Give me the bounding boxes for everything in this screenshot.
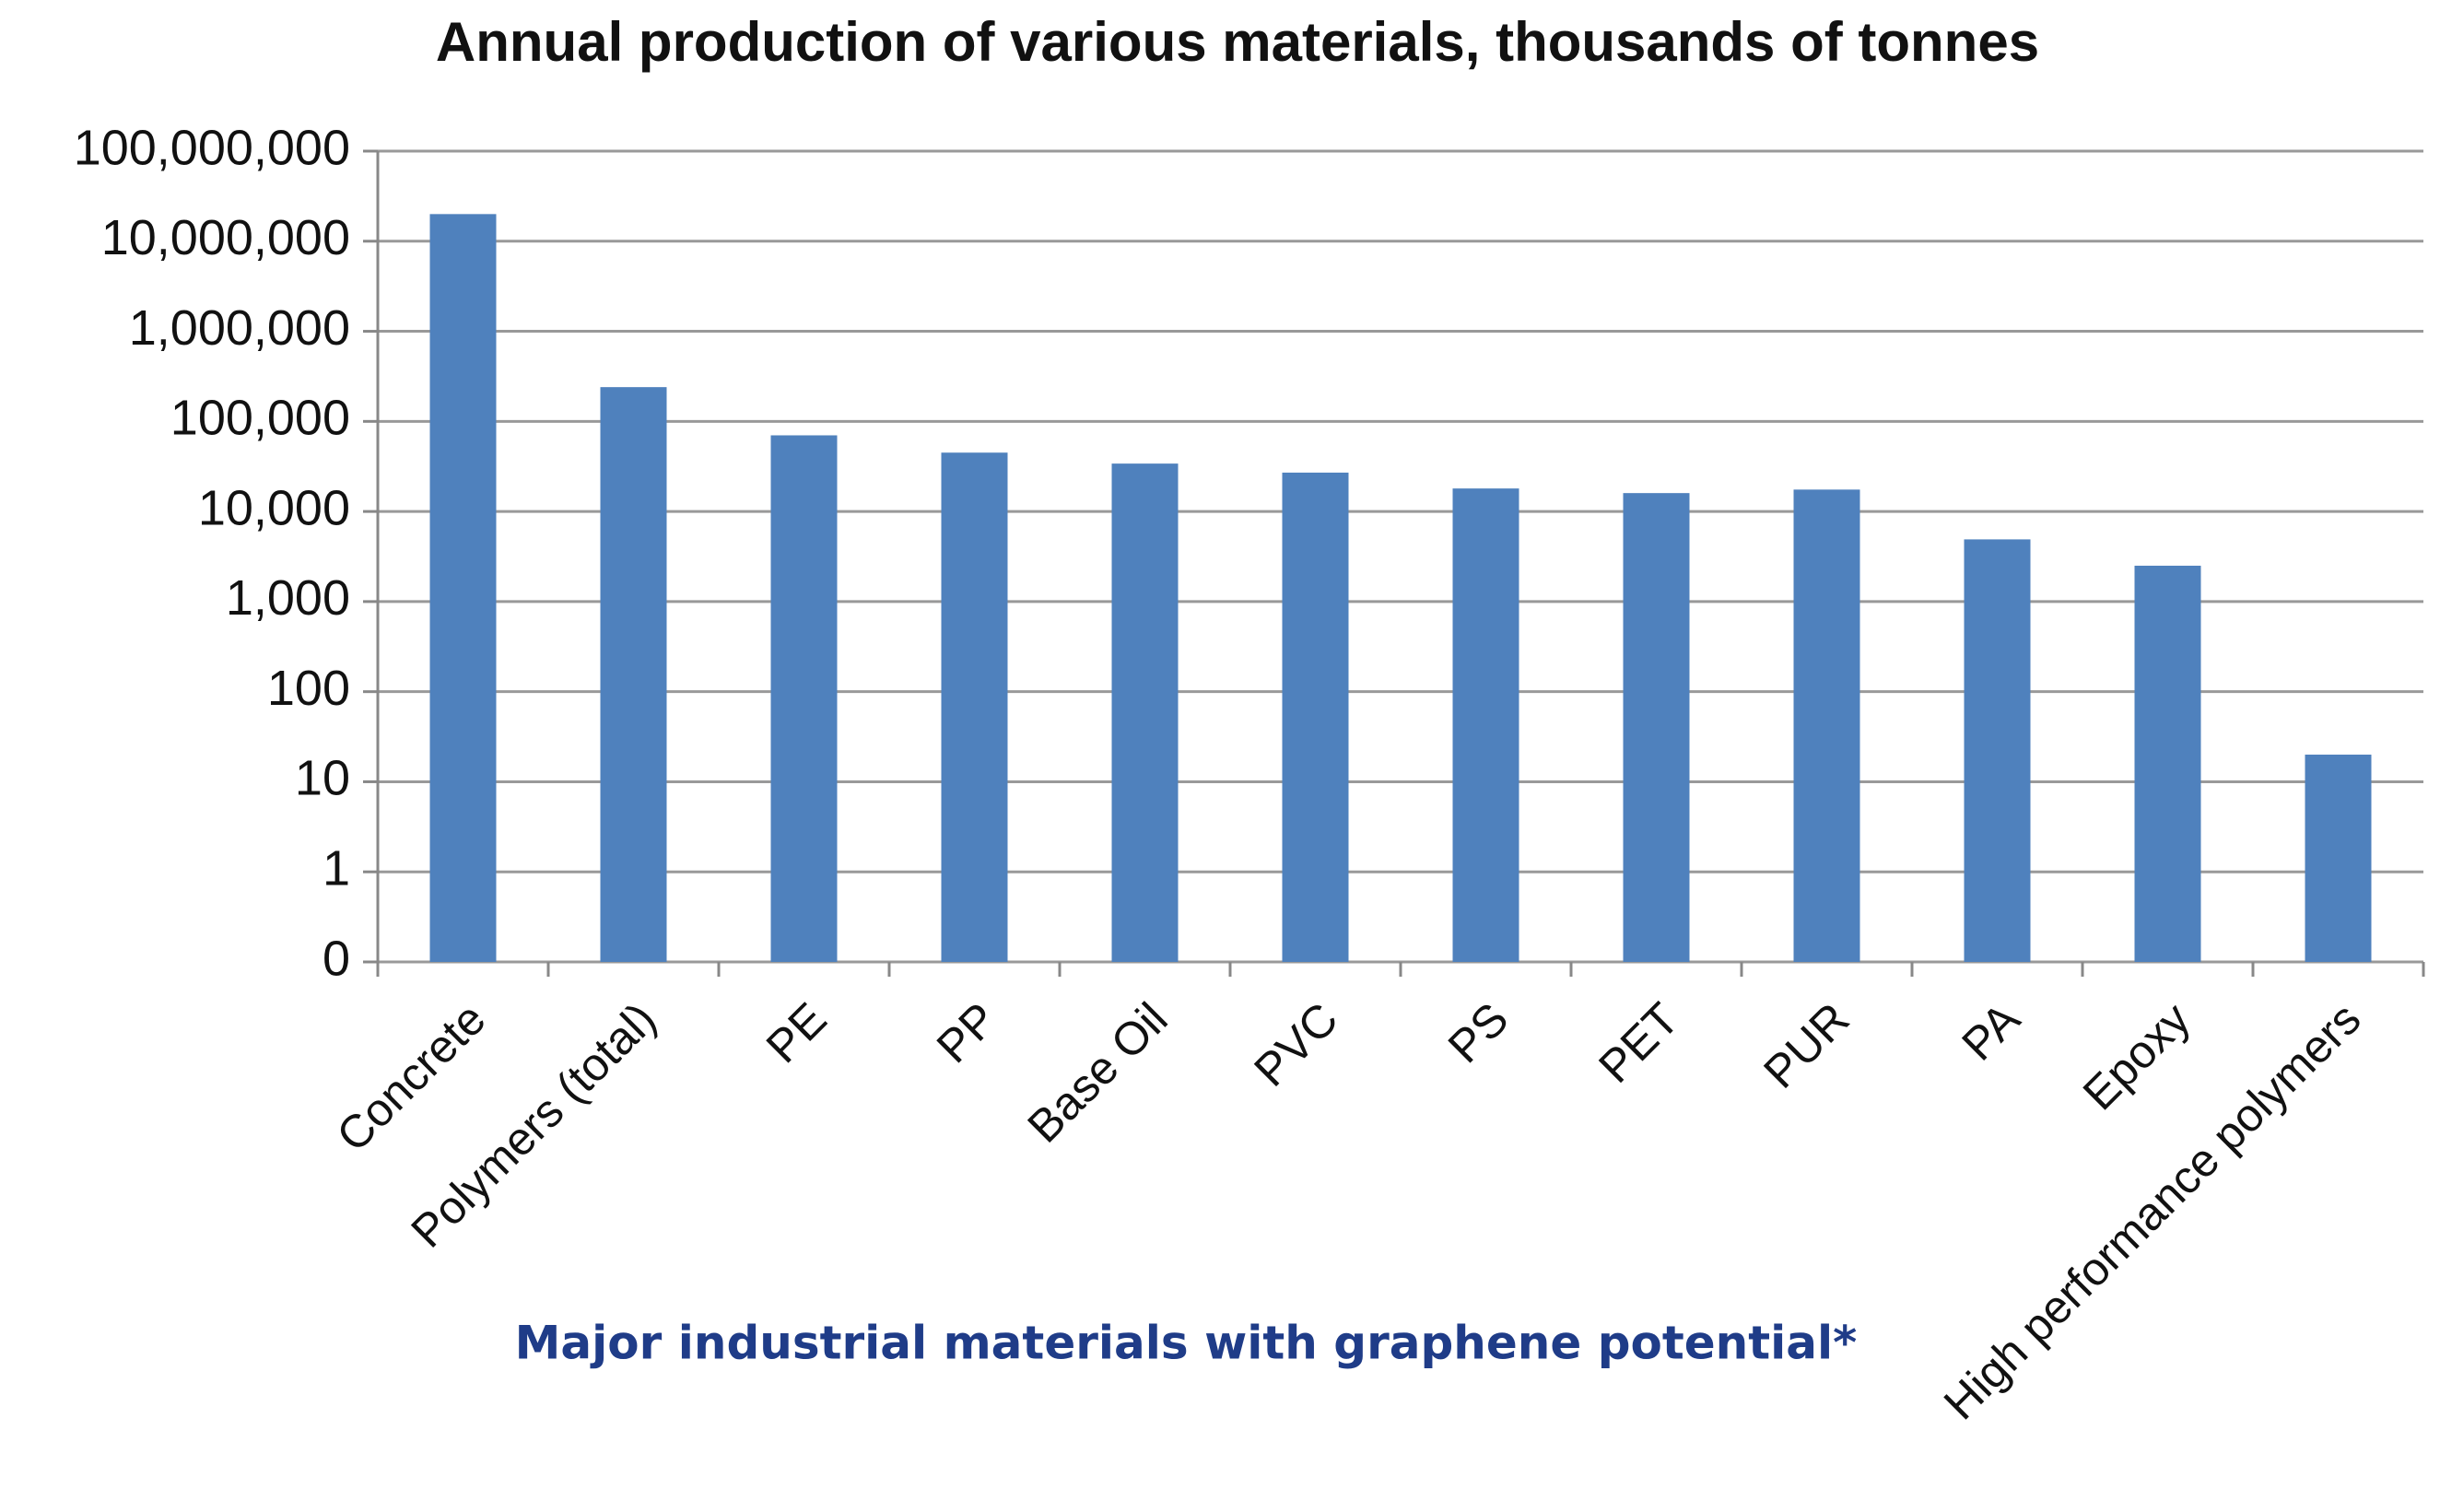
x-tick-label: Base Oil (1017, 993, 1177, 1153)
y-tick-label: 0 (323, 931, 350, 986)
bar (1623, 493, 1690, 962)
bar (1452, 488, 1519, 962)
y-tick-label: 1 (323, 840, 350, 896)
bar (770, 435, 838, 962)
x-tick-label: Concrete (327, 993, 496, 1162)
y-tick-label: 10 (295, 751, 350, 806)
chart-title: Annual production of various materials, … (436, 11, 2039, 73)
bar (600, 387, 667, 963)
y-tick-label: 100 (267, 661, 350, 716)
x-tick-label: PE (757, 993, 837, 1073)
bar (1964, 539, 2031, 962)
x-tick-label: PS (1438, 993, 1519, 1073)
bar (1793, 489, 1860, 962)
bar (1111, 463, 1179, 962)
bar (429, 214, 497, 962)
y-tick-label: 10,000,000 (101, 210, 350, 265)
x-tick-label: PA (1952, 992, 2030, 1071)
bar (941, 452, 1008, 962)
x-tick-label: PET (1589, 993, 1688, 1093)
x-tick-label: Epoxy (2073, 993, 2200, 1120)
x-tick-label: PVC (1244, 993, 1347, 1096)
x-tick-label: PP (927, 993, 1007, 1073)
y-tick-label: 1,000 (226, 570, 350, 626)
x-tick-label: PUR (1754, 993, 1859, 1098)
y-tick-label: 10,000 (198, 480, 350, 535)
chart-caption: Major industrial materials with graphene… (515, 1317, 1858, 1370)
y-tick-label: 1,000,000 (129, 300, 350, 356)
bar (1282, 472, 1349, 962)
bar (2305, 755, 2372, 962)
y-tick-label: 100,000,000 (74, 120, 350, 175)
y-tick-label: 100,000 (170, 391, 350, 446)
bar (2134, 565, 2201, 962)
